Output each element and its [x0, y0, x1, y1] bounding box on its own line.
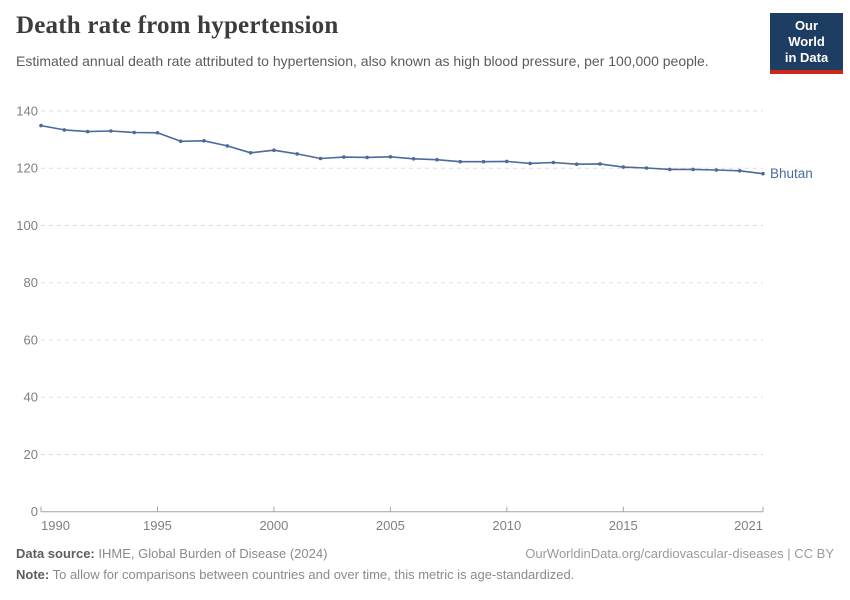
data-point	[528, 161, 532, 166]
footer-row-1: Data source: IHME, Global Burden of Dise…	[16, 546, 834, 561]
data-point	[737, 169, 742, 173]
data-point	[691, 167, 695, 172]
data-point	[272, 148, 276, 152]
data-point	[365, 155, 369, 160]
attribution-link: OurWorldinData.org/cardiovascular-diseas…	[525, 546, 834, 561]
y-tick-label: 20	[24, 447, 38, 462]
series-end-label: Bhutan	[770, 166, 813, 181]
data-point	[62, 128, 67, 132]
y-tick-label: 140	[16, 104, 38, 119]
x-tick-label: 2015	[609, 518, 638, 533]
x-tick-label: 1995	[143, 518, 172, 533]
data-point	[85, 129, 90, 134]
owid-logo: Our World in Data	[770, 13, 843, 74]
data-source-text: IHME, Global Burden of Disease (2024)	[98, 546, 328, 561]
x-tick-label: 2010	[492, 518, 521, 533]
data-point	[621, 165, 626, 169]
data-point	[318, 156, 323, 161]
y-tick-label: 100	[16, 218, 38, 233]
logo-line-2: in Data	[784, 49, 829, 65]
note-label: Note:	[16, 567, 50, 582]
data-point	[388, 155, 393, 159]
chart-subtitle: Estimated annual death rate attributed t…	[16, 53, 709, 69]
x-tick-label: 2000	[259, 518, 288, 533]
data-point	[458, 159, 463, 164]
y-tick-label: 40	[24, 390, 38, 405]
x-tick-label: 1990	[41, 518, 70, 533]
note-text: To allow for comparisons between countri…	[52, 567, 575, 582]
data-point	[109, 129, 113, 133]
data-point	[598, 162, 602, 166]
data-point	[761, 171, 765, 176]
data-point	[178, 139, 183, 144]
data-line	[40, 124, 764, 175]
data-point	[714, 168, 719, 172]
x-tick-label: 2005	[376, 518, 405, 533]
data-point	[435, 157, 439, 162]
data-point	[668, 167, 672, 172]
data-point	[132, 130, 136, 135]
data-point	[481, 159, 486, 164]
data-point	[248, 151, 253, 155]
data-point	[574, 162, 579, 166]
data-source: Data source: IHME, Global Burden of Dise…	[16, 546, 327, 561]
data-point	[39, 123, 43, 128]
data-point	[295, 152, 300, 156]
data-point	[411, 157, 416, 161]
y-tick-label: 80	[24, 275, 38, 290]
data-point	[551, 160, 556, 165]
data-point	[505, 159, 509, 164]
y-tick-label: 60	[24, 333, 38, 348]
y-tick-label: 120	[16, 161, 38, 176]
footer-note: Note: To allow for comparisons between c…	[16, 567, 574, 582]
data-point	[644, 166, 649, 170]
page-title: Death rate from hypertension	[16, 12, 339, 39]
data-point	[155, 131, 160, 135]
x-tick-label: 2021	[734, 518, 763, 533]
data-point	[225, 144, 230, 148]
logo-line-1: Our World	[788, 18, 825, 49]
line-chart-canvas: 0 20 40 60 80 100 120 140 1990 1995 2000 2005 2010 20…	[16, 104, 813, 534]
data-source-label: Data source:	[16, 546, 95, 561]
y-tick-label: 0	[31, 504, 38, 519]
data-point	[202, 139, 206, 143]
data-point	[342, 155, 346, 159]
